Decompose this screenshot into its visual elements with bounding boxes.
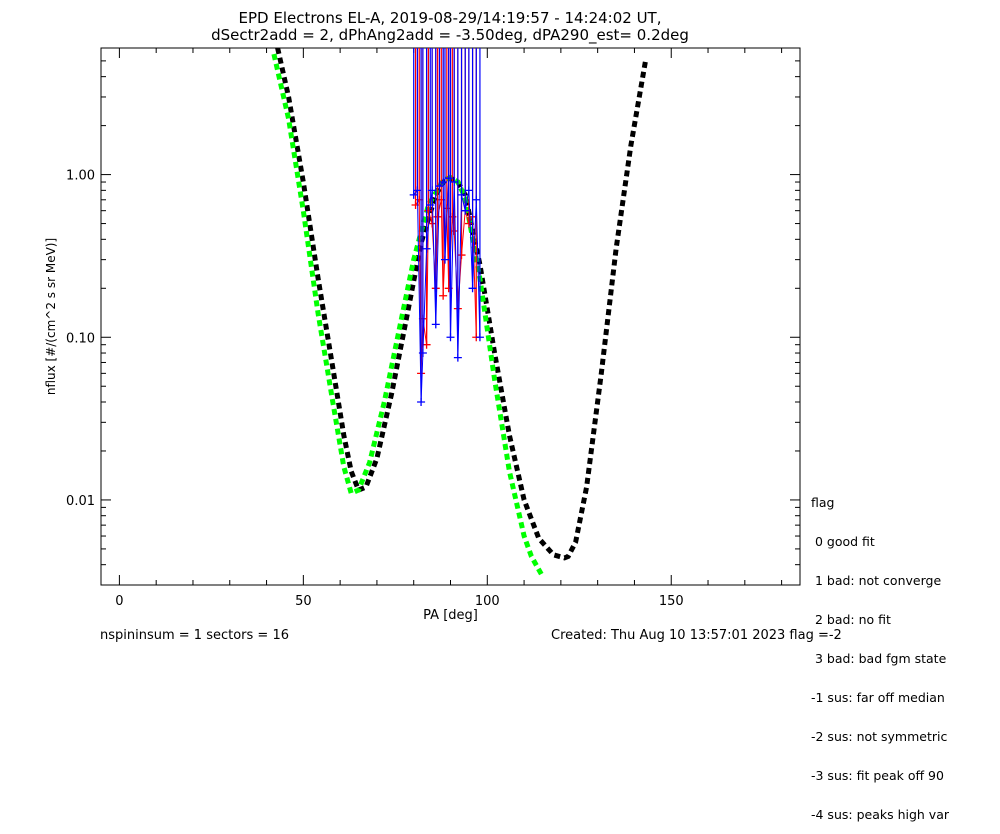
data-blue-point — [475, 333, 484, 342]
data-blue-point — [426, 201, 435, 210]
data-blue-point — [428, 186, 437, 195]
data-blue-point — [417, 397, 426, 406]
data-blue-point — [435, 182, 444, 191]
data-blue-point — [409, 190, 418, 199]
data-blue-point — [413, 186, 422, 195]
data-blue-point — [461, 206, 470, 215]
x-tick-label: 50 — [295, 594, 312, 609]
plot-svg: 0 50 100 150 PA [deg] 0.01 0.10 1.00 nflux [#/(c… — [44, 47, 801, 623]
flag-legend: flag 0 good fit 1 bad: not converge 2 ba… — [811, 470, 949, 834]
x-tick-label: 100 — [475, 594, 500, 609]
y-axis-label: nflux [#/(cm^2 s sr MeV)] — [44, 238, 58, 395]
data-blue-point — [453, 353, 462, 362]
data-red-point — [464, 219, 473, 228]
data-red-point — [439, 291, 448, 300]
chart-title: EPD Electrons EL-A, 2019-08-29/14:19:57 … — [238, 9, 662, 27]
data-blue-point — [440, 255, 449, 264]
y-tick-label: 0.10 — [66, 331, 95, 346]
data-red-point — [433, 212, 442, 221]
data-blue-line — [413, 178, 481, 403]
data-blue-point — [444, 174, 453, 183]
y-tick-label: 1.00 — [66, 169, 95, 184]
legend-entry: -1 sus: far off median — [811, 690, 945, 705]
data-blue-point — [446, 333, 455, 342]
data-blue-point — [472, 195, 481, 204]
data-red-point — [450, 227, 459, 236]
legend-entry: -4 sus: peaks high var — [811, 807, 950, 822]
legend-entry: -2 sus: not symmetric — [811, 729, 948, 744]
data-red-line — [415, 198, 477, 374]
data-blue-point — [468, 284, 477, 293]
data-red-point — [415, 195, 424, 204]
data-red-point — [457, 251, 466, 260]
axis-ticks: 0 50 100 150 PA [deg] 0.01 0.10 1.00 nflux [#/(c… — [44, 47, 800, 623]
series-layer — [271, 48, 648, 578]
legend-entry: 0 good fit — [811, 534, 875, 549]
chart-subtitle: dSectr2add = 2, dPhAng2add = -3.50deg, d… — [211, 26, 689, 44]
data-blue-point — [457, 190, 466, 199]
x-tick-label: 150 — [659, 594, 684, 609]
y-tick-label: 0.01 — [66, 494, 95, 509]
fit-green-line — [271, 53, 545, 578]
legend-title: flag — [811, 495, 835, 510]
data-red-point — [422, 340, 431, 349]
legend-entry: 2 bad: no fit — [811, 612, 891, 627]
data-blue-point — [422, 244, 431, 253]
data-blue-point — [439, 178, 448, 187]
legend-entry: -3 sus: fit peak off 90 — [811, 768, 944, 783]
data-blue-point — [431, 320, 440, 329]
x-tick-label: 0 — [115, 594, 123, 609]
x-axis-label: PA [deg] — [423, 608, 478, 623]
data-red-point — [424, 206, 433, 215]
data-blue-point — [464, 186, 473, 195]
data-blue-point — [450, 178, 459, 187]
footer-right: Created: Thu Aug 10 13:57:01 2023 flag =… — [551, 628, 842, 643]
data-red-point — [428, 219, 437, 228]
data-blue-point — [418, 349, 427, 358]
legend-entry: 3 bad: bad fgm state — [811, 651, 947, 666]
legend-entry: 1 bad: not converge — [811, 573, 942, 588]
data-red-point — [411, 201, 420, 210]
footer-left: nspininsum = 1 sectors = 16 — [100, 628, 289, 643]
